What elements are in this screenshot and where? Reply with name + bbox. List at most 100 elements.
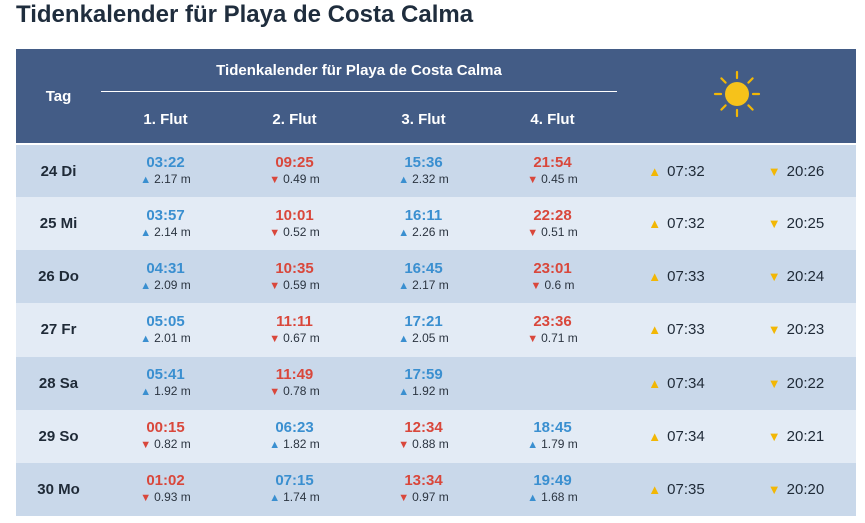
tide-height: ▼ 0.71 m [488,331,617,347]
triangle-down-icon: ▼ [269,279,281,292]
tide-cell [488,356,617,410]
tide-height-value: 0.45 m [541,172,578,187]
triangle-down-icon: ▼ [398,492,410,505]
tide-height: ▲ 2.32 m [359,172,488,188]
sunset-triangle-icon: ▼ [767,481,781,497]
sunrise-triangle-icon: ▲ [648,375,662,391]
page-title: Tidenkalender für Playa de Costa Calma [16,1,474,28]
tide-height-value: 2.32 m [412,172,449,187]
low-tide-time: 23:01 [533,259,572,277]
tide-height: ▼ 0.49 m [230,172,359,188]
table-row: 29 So 00:15 ▼ 0.82 m 06:23 ▲ 1.82 m 12:34 ▼ 0.88 … [16,409,856,463]
tide-group-title: Tidenkalender für Playa de Costa Calma [101,62,617,92]
high-tide-time: 16:45 [404,259,443,277]
day-cell: 28 Sa [16,356,101,410]
sunset-time: 20:25 [786,215,825,233]
triangle-down-icon: ▼ [140,439,152,452]
triangle-up-icon: ▲ [140,174,152,187]
low-tide-time: 00:15 [146,419,185,437]
low-tide-time: 11:49 [275,366,314,384]
tide-height-value: 0.93 m [154,490,191,505]
sunrise-cell: ▲ 07:32 [617,142,736,198]
high-tide-time: 05:41 [146,366,185,384]
sunrise-triangle-icon: ▲ [648,428,662,444]
triangle-up-icon: ▲ [398,174,410,187]
sunset-cell: ▼ 20:25 [736,197,856,251]
tide-height-value: 0.78 m [283,384,320,399]
tide-cell: 17:59 ▲ 1.92 m [359,356,488,410]
sunset-triangle-icon: ▼ [767,375,781,391]
triangle-up-icon: ▲ [398,226,410,239]
sunrise-cell: ▲ 07:33 [617,250,736,304]
tide-height-value: 0.52 m [283,224,320,239]
tide-cell: 16:45 ▲ 2.17 m [359,250,488,304]
triangle-down-icon: ▼ [398,439,410,452]
high-tide-time: 19:49 [533,472,572,490]
sunrise-triangle-icon: ▲ [648,269,662,285]
sunrise-time: 07:34 [667,427,705,445]
triangle-up-icon: ▲ [527,492,539,505]
sunrise-time: 07:34 [667,374,705,392]
table-row: 26 Do 04:31 ▲ 2.09 m 10:35 ▼ 0.59 m 16:45 ▲ 2.17 … [16,250,856,304]
tide-height: ▲ 1.68 m [488,490,617,506]
flut-3-header: 3. Flut [359,101,488,144]
tide-cell: 10:01 ▼ 0.52 m [230,197,359,251]
high-tide-time: 04:31 [146,259,185,277]
tide-height: ▲ 2.14 m [101,225,230,241]
low-tide-time: 11:11 [276,312,313,330]
tide-height: ▲ 2.01 m [101,331,230,347]
day-cell: 27 Fr [16,303,101,357]
sunset-triangle-icon: ▼ [767,216,781,232]
sunset-cell: ▼ 20:24 [736,250,856,304]
flut-1-header: 1. Flut [101,101,230,144]
sunrise-triangle-icon: ▲ [648,216,662,232]
day-column-header: Tag [16,49,101,144]
sunset-cell: ▼ 20:23 [736,303,856,357]
tide-height-value: 0.51 m [541,224,578,239]
tide-cell: 23:36 ▼ 0.71 m [488,303,617,357]
low-tide-time: 21:54 [533,154,572,172]
triangle-up-icon: ▲ [398,332,410,345]
tide-height: ▲ 2.17 m [101,172,230,188]
flut-4-header: 4. Flut [488,101,617,144]
high-tide-time: 03:22 [146,154,185,172]
tide-height: ▲ 2.17 m [359,278,488,294]
high-tide-time: 07:15 [275,472,314,490]
tide-calendar-table: Tag Tidenkalender für Playa de Costa Cal… [16,49,856,516]
tide-cell: 04:31 ▲ 2.09 m [101,250,230,304]
low-tide-time: 12:34 [404,419,443,437]
day-cell: 25 Mi [16,197,101,251]
tide-height: ▲ 1.92 m [101,384,230,400]
triangle-down-icon: ▼ [527,174,539,187]
triangle-down-icon: ▼ [530,279,542,292]
sun-column-header [617,49,856,144]
sunrise-triangle-icon: ▲ [648,163,662,179]
tide-cell: 09:25 ▼ 0.49 m [230,142,359,198]
tide-height: ▼ 0.52 m [230,225,359,241]
tide-cell: 12:34 ▼ 0.88 m [359,409,488,463]
tide-height: ▼ 0.6 m [488,278,617,294]
tide-height-value: 0.49 m [283,172,320,187]
tide-height: ▼ 0.93 m [101,490,230,506]
triangle-up-icon: ▲ [269,492,281,505]
triangle-down-icon: ▼ [269,226,281,239]
tide-height: ▲ 1.79 m [488,437,617,453]
tide-height-value: 2.17 m [154,172,191,187]
low-tide-time: 10:35 [275,259,314,277]
sunset-time: 20:26 [786,162,825,180]
high-tide-time: 15:36 [404,154,443,172]
tide-group-header: Tidenkalender für Playa de Costa Calma [101,49,617,101]
tide-cell: 03:22 ▲ 2.17 m [101,142,230,198]
tide-cell: 17:21 ▲ 2.05 m [359,303,488,357]
tide-cell: 21:54 ▼ 0.45 m [488,142,617,198]
day-cell: 30 Mo [16,462,101,516]
tide-height: ▲ 2.05 m [359,331,488,347]
tide-cell: 01:02 ▼ 0.93 m [101,462,230,516]
sunset-cell: ▼ 20:20 [736,462,856,516]
day-cell: 29 So [16,409,101,463]
tide-height: ▲ 1.74 m [230,490,359,506]
sun-icon [713,70,760,117]
triangle-up-icon: ▲ [527,439,539,452]
tide-height-value: 1.74 m [283,490,320,505]
tide-height-value: 1.92 m [154,384,191,399]
